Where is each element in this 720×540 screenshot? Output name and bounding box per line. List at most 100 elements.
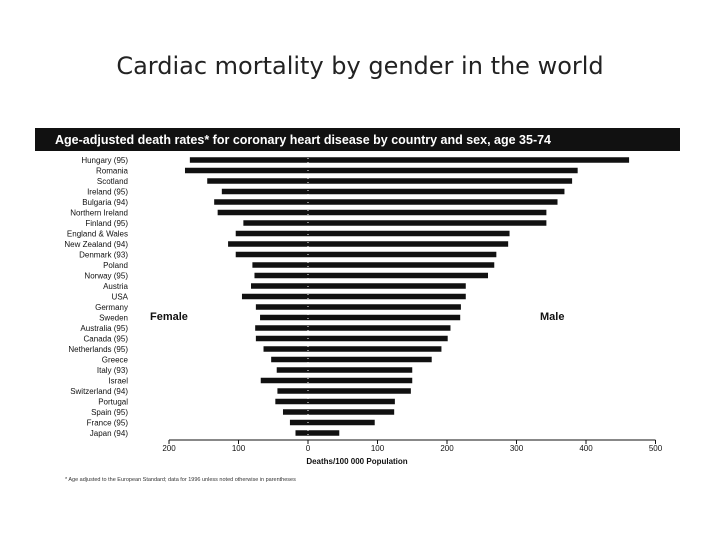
bar-male	[308, 188, 565, 195]
country-label: Romania	[96, 167, 129, 176]
country-label: Bulgaria (94)	[82, 198, 128, 207]
country-label: USA	[112, 293, 129, 302]
country-label: Italy (93)	[97, 366, 128, 375]
bar-female	[254, 272, 308, 279]
bar-male	[308, 283, 466, 289]
country-label: Ireland (95)	[87, 188, 128, 197]
bar-female	[235, 230, 308, 237]
country-label: Spain (95)	[91, 408, 128, 417]
bar-female	[255, 304, 308, 310]
bar-female	[275, 398, 308, 405]
bar-female	[251, 283, 308, 289]
bar-female	[214, 199, 308, 205]
country-label: Austria	[103, 282, 128, 291]
bar-female	[243, 220, 308, 226]
bar-male	[308, 346, 442, 352]
country-label: Germany	[95, 303, 128, 312]
bar-female	[235, 251, 308, 258]
country-label: England & Wales	[67, 230, 128, 239]
male-label: Male	[540, 311, 564, 323]
bar-female	[221, 188, 308, 195]
country-label: Scotland	[97, 177, 128, 186]
country-label: Sweden	[99, 314, 128, 323]
country-label: France (95)	[87, 419, 129, 428]
bar-male	[308, 241, 509, 247]
x-tick-label: 400	[579, 444, 593, 453]
bar-male	[308, 398, 395, 405]
bar-female	[260, 377, 308, 384]
bar-male	[308, 272, 489, 279]
bar-male	[308, 304, 461, 310]
x-tick-label: 200	[440, 444, 454, 453]
x-tick-label: 500	[649, 444, 663, 453]
slide-title: Cardiac mortality by gender in the world	[116, 52, 604, 80]
bar-female	[277, 388, 308, 394]
country-label: Portugal	[98, 398, 128, 407]
bar-male	[308, 325, 451, 331]
x-tick-label: 300	[510, 444, 524, 453]
country-label: Norway (95)	[84, 272, 128, 281]
country-label: Israel	[108, 377, 128, 386]
chart-title: Age-adjusted death rates* for coronary h…	[55, 133, 551, 147]
country-label: Netherlands (95)	[68, 345, 128, 354]
bar-female	[228, 241, 308, 247]
bar-female	[263, 346, 308, 352]
bar-female	[260, 314, 308, 321]
bar-female	[184, 167, 308, 174]
bar-female	[255, 325, 308, 331]
bar-male	[308, 356, 432, 363]
bar-male	[308, 419, 375, 426]
bar-female	[217, 209, 308, 216]
bar-male	[308, 293, 466, 300]
bar-male	[308, 409, 395, 415]
country-label: New Zealand (94)	[64, 240, 128, 249]
bar-male	[308, 199, 558, 205]
bar-male	[308, 367, 413, 373]
country-label: Switzerland (94)	[70, 387, 128, 396]
bar-male	[308, 167, 578, 174]
bar-male	[308, 314, 461, 321]
bar-male	[308, 220, 547, 226]
x-axis: 200 100 0 100 200 300 400 500	[162, 439, 663, 453]
x-tick-label: 100	[232, 444, 246, 453]
country-label: Finland (95)	[85, 219, 128, 228]
bar-male	[308, 209, 547, 216]
bar-female	[252, 262, 308, 268]
country-label: Canada (95)	[84, 335, 129, 344]
bar-female	[255, 335, 308, 342]
bar-male	[308, 430, 340, 436]
bar-male	[308, 377, 413, 384]
country-label: Poland	[103, 261, 128, 270]
x-tick-label: 0	[306, 444, 311, 453]
x-tick-label: 100	[371, 444, 385, 453]
bar-female	[189, 157, 308, 163]
bars	[184, 154, 630, 440]
female-label: Female	[150, 311, 188, 323]
country-label: Greece	[102, 356, 129, 365]
bar-male	[308, 178, 573, 184]
country-label: Northern Ireland	[70, 209, 128, 218]
bar-male	[308, 335, 448, 342]
bar-female	[289, 419, 308, 426]
country-label: Hungary (95)	[81, 156, 128, 165]
bar-female	[282, 409, 308, 415]
bar-male	[308, 230, 510, 237]
footnote: * Age adjusted to the European Standard;…	[65, 477, 296, 483]
bar-female	[295, 430, 308, 436]
bar-male	[308, 251, 497, 258]
bar-male	[308, 262, 495, 268]
bar-male	[308, 388, 411, 394]
bar-female	[241, 293, 308, 300]
bar-female	[276, 367, 308, 373]
x-tick-label: 200	[162, 444, 176, 453]
bar-female	[271, 356, 308, 363]
country-label: Australia (95)	[80, 324, 128, 333]
bar-female	[207, 178, 308, 184]
country-label: Japan (94)	[90, 429, 129, 438]
bar-male	[308, 157, 630, 163]
chart-header-band	[35, 128, 680, 151]
country-label: Denmark (93)	[79, 251, 128, 260]
x-axis-title: Deaths/100 000 Population	[306, 457, 407, 466]
